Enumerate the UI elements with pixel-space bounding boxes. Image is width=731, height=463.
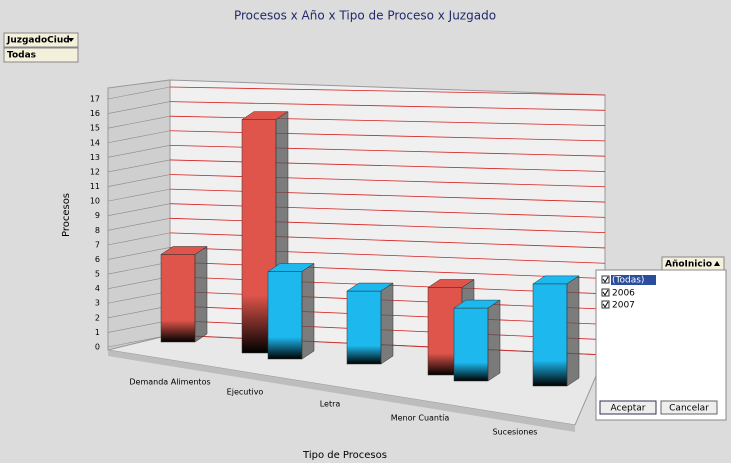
x-tick-label: Ejecutivo	[227, 388, 264, 397]
y-tick-label: 1	[95, 328, 100, 337]
grid-line-side	[107, 305, 171, 319]
bar	[346, 282, 394, 365]
y-tick-label: 15	[90, 124, 100, 133]
y-tick-label: 9	[95, 211, 100, 220]
y-tick-label: 16	[90, 109, 100, 118]
check-mark	[602, 301, 609, 308]
checkbox[interactable]	[601, 288, 610, 297]
grid-line-side	[107, 232, 171, 246]
legend-item[interactable]: 2006	[612, 289, 635, 299]
legend-item[interactable]: 2007	[612, 301, 635, 311]
grid-line-side	[107, 86, 171, 100]
grid-line-side	[107, 174, 171, 187]
grid-line	[169, 86, 606, 96]
floor-edge	[108, 350, 575, 432]
grid-line-side	[107, 247, 171, 260]
ok-button-label: Aceptar	[611, 404, 646, 414]
bar	[453, 299, 501, 382]
grid-line-side	[107, 115, 171, 129]
page-field-button[interactable]	[3, 32, 79, 48]
bar-side	[301, 263, 315, 360]
y-tick-label: 6	[95, 255, 100, 264]
y-tick-label: 3	[95, 299, 100, 308]
y-tick-label: 0	[95, 343, 100, 352]
bar	[267, 263, 315, 360]
bar-side	[194, 246, 208, 343]
selection	[611, 275, 656, 285]
bar	[160, 246, 208, 343]
grid-line-side	[107, 334, 171, 348]
bar-front	[160, 254, 196, 343]
check-mark	[602, 276, 609, 283]
grid-line-side	[107, 203, 171, 217]
left-wall	[107, 79, 171, 351]
filter-item[interactable]: (Todas)	[612, 276, 644, 286]
grid-line	[169, 101, 606, 111]
bar-front	[346, 290, 382, 365]
grid-line-side	[107, 145, 171, 158]
grid-line-side	[107, 159, 171, 173]
grid-line-side	[107, 188, 171, 202]
dropdown-arrow	[714, 261, 720, 266]
grid-line-side	[107, 320, 171, 333]
y-tick-label: 12	[90, 167, 100, 176]
bar-side	[487, 299, 501, 382]
cancel-button[interactable]	[660, 400, 718, 415]
check-mark	[602, 289, 609, 296]
grid-line-side	[107, 276, 171, 289]
x-tick-label: Sucesiones	[493, 428, 538, 437]
checkbox[interactable]	[601, 275, 610, 284]
series-field-label: AñoInicio	[665, 260, 712, 270]
bar-front	[453, 307, 489, 382]
grid-line-side	[107, 261, 171, 275]
page-field-label: JuzgadoCiud	[6, 36, 70, 46]
cancel-button-label: Cancelar	[669, 404, 709, 414]
y-tick-label: 14	[90, 138, 100, 147]
y-tick-label: 17	[90, 95, 100, 104]
bar-front	[267, 271, 303, 360]
x-tick-label: Menor Cuantía	[391, 414, 450, 423]
y-tick-label: 5	[95, 270, 100, 279]
bar	[532, 275, 580, 387]
grid-line-side	[107, 130, 171, 144]
bar-front	[532, 283, 568, 387]
grid-line	[169, 115, 606, 126]
ok-button[interactable]	[599, 400, 657, 415]
x-tick-label: Demanda Alimentos	[129, 378, 210, 387]
y-tick-label: 7	[95, 240, 100, 249]
y-tick-label: 8	[95, 226, 100, 235]
y-tick-label: 13	[90, 153, 100, 162]
chart-title: Procesos x Año x Tipo de Proceso x Juzga…	[234, 9, 496, 23]
x-axis-title: Tipo de Procesos	[302, 450, 387, 461]
page-field-value: Todas	[7, 51, 36, 61]
y-tick-label: 2	[95, 313, 100, 322]
y-tick-label: 4	[95, 284, 100, 293]
grid-line-side	[107, 101, 171, 114]
grid-line-side	[107, 290, 171, 304]
bar-side	[380, 282, 394, 365]
x-tick-label: Letra	[320, 400, 341, 409]
y-axis-title: Procesos	[61, 193, 72, 237]
y-tick-label: 11	[90, 182, 100, 191]
series-filter-panel	[595, 269, 727, 421]
page-field-value-box	[3, 47, 79, 63]
checkbox[interactable]	[601, 300, 610, 309]
dropdown-arrow	[68, 38, 74, 42]
bar-side	[566, 275, 580, 387]
y-tick-label: 10	[90, 197, 100, 206]
series-field-button[interactable]	[661, 256, 725, 271]
grid-line-side	[107, 217, 171, 231]
